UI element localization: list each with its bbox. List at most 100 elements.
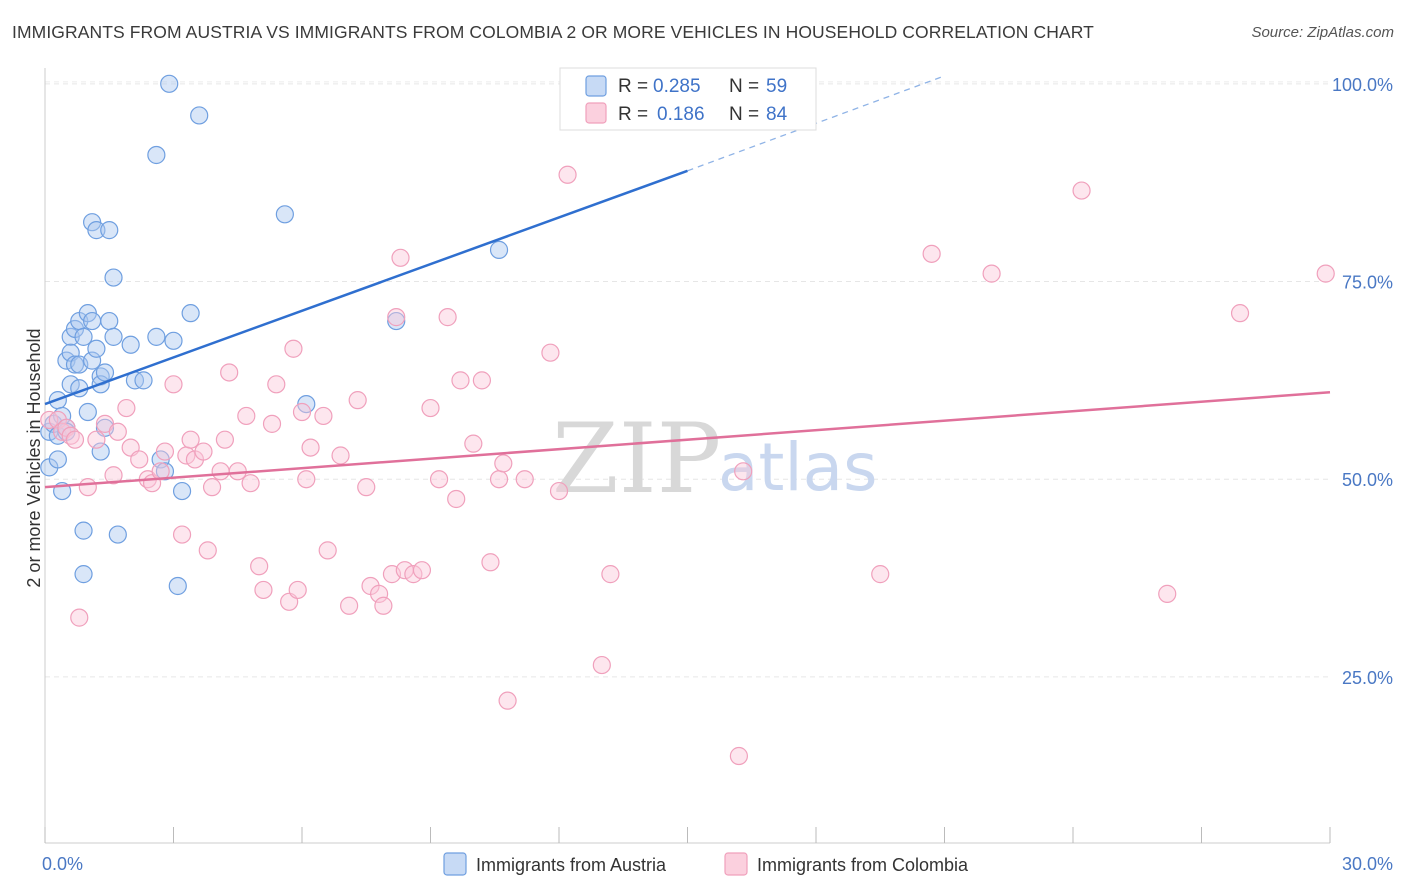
bottom-legend-colombia: Immigrants from Colombia	[757, 855, 969, 875]
point-colombia-68	[498, 691, 517, 710]
point-austria-21	[74, 327, 93, 346]
point-colombia-34	[254, 580, 273, 600]
point-austria-37	[104, 327, 123, 346]
point-colombia-7	[78, 478, 97, 497]
watermark-atlas: atlas	[718, 429, 878, 506]
axes-layer	[44, 68, 1331, 844]
point-colombia-43	[314, 406, 333, 426]
point-colombia-10	[104, 466, 123, 485]
legend-colombia-r-value: 0.186	[657, 104, 705, 125]
point-austria-49	[172, 481, 192, 501]
point-colombia-58	[421, 398, 440, 418]
point-austria-28	[87, 339, 106, 358]
point-colombia-20	[172, 525, 192, 544]
point-colombia-46	[340, 596, 359, 615]
point-austria-19	[74, 521, 93, 540]
legend-colombia-n-label: N =	[729, 104, 759, 125]
point-austria-39	[121, 335, 140, 354]
legend-austria-n-value: 59	[766, 76, 787, 97]
legend-swatch-colombia	[585, 102, 607, 124]
point-colombia-5	[65, 430, 85, 449]
point-austria-55	[489, 240, 509, 259]
point-colombia-47	[348, 391, 367, 410]
bottom-legend-swatch-colombia	[724, 852, 748, 876]
point-colombia-63	[464, 434, 483, 453]
point-colombia-48	[357, 478, 376, 497]
y-tick-label-100: 100.0%	[1332, 75, 1393, 95]
point-colombia-70	[541, 343, 560, 362]
point-colombia-32	[241, 474, 260, 493]
point-colombia-38	[284, 339, 303, 358]
point-austria-50	[181, 304, 200, 323]
point-austria-45	[155, 462, 175, 481]
point-austria-41	[134, 371, 153, 390]
point-austria-29	[91, 442, 110, 461]
point-austria-23	[78, 402, 97, 422]
point-colombia-60	[438, 308, 457, 327]
point-colombia-74	[601, 565, 620, 584]
point-austria-12	[61, 375, 80, 394]
point-colombia-33	[250, 557, 269, 576]
point-austria-52	[275, 205, 294, 224]
point-austria-42	[147, 145, 166, 165]
point-colombia-83	[1316, 264, 1335, 283]
point-austria-14	[65, 355, 85, 374]
top-legend: R = 0.285 N = 59 R = 0.186 N = 84	[559, 67, 817, 131]
point-colombia-42	[301, 438, 320, 457]
legend-austria-r-value: 0.285	[653, 76, 701, 97]
legend-swatch-austria	[585, 75, 607, 97]
point-colombia-67	[494, 454, 513, 473]
point-colombia-64	[472, 371, 491, 390]
point-colombia-72	[558, 165, 577, 184]
point-colombia-69	[515, 470, 534, 489]
point-austria-20	[74, 565, 93, 584]
point-austria-43	[147, 327, 166, 346]
trendline-austria	[44, 169, 688, 406]
point-austria-48	[168, 576, 187, 596]
point-colombia-36	[267, 375, 286, 394]
legend-colombia-n-value: 84	[766, 104, 788, 125]
point-austria-47	[164, 331, 183, 350]
point-colombia-40	[292, 402, 312, 422]
point-austria-32	[95, 363, 115, 382]
point-austria-27	[87, 221, 106, 240]
point-colombia-59	[429, 470, 449, 489]
x-tick-label-end: 30.0%	[1342, 854, 1393, 874]
point-colombia-78	[922, 244, 941, 263]
point-colombia-14	[130, 450, 149, 469]
point-colombia-26	[202, 478, 222, 497]
point-austria-26	[83, 351, 102, 370]
y-tick-label-75: 75.0%	[1342, 273, 1393, 293]
point-colombia-82	[1230, 304, 1250, 323]
legend-austria-r-label: R =	[618, 76, 648, 97]
point-colombia-76	[734, 462, 753, 481]
y-tick-label-25: 25.0%	[1342, 668, 1393, 688]
x-tick-label-start: 0.0%	[42, 854, 83, 874]
point-colombia-12	[117, 398, 136, 418]
point-colombia-41	[297, 470, 316, 489]
point-austria-5	[48, 450, 67, 469]
point-austria-25	[83, 311, 102, 331]
legend-colombia-r-label: R =	[618, 104, 648, 125]
point-colombia-39	[288, 580, 307, 600]
point-austria-34	[100, 221, 119, 240]
point-colombia-66	[489, 470, 509, 489]
point-colombia-75	[729, 746, 749, 766]
point-colombia-61	[447, 489, 466, 509]
point-colombia-25	[198, 541, 217, 560]
point-colombia-77	[871, 565, 890, 584]
point-colombia-24	[194, 442, 213, 461]
y-tick-label-50: 50.0%	[1342, 470, 1393, 490]
point-austria-38	[108, 525, 127, 544]
x-tick-labels: 0.0% 30.0%	[42, 854, 1393, 874]
trendline-colombia	[44, 390, 1331, 489]
point-colombia-27	[211, 462, 230, 481]
point-colombia-71	[549, 481, 569, 501]
point-colombia-65	[481, 553, 500, 572]
point-austria-36	[104, 268, 123, 287]
points-layer	[40, 74, 1335, 766]
point-austria-51	[190, 106, 209, 125]
chart-title: IMMIGRANTS FROM AUSTRIA VS IMMIGRANTS FR…	[12, 22, 1094, 42]
point-colombia-28	[215, 430, 234, 449]
